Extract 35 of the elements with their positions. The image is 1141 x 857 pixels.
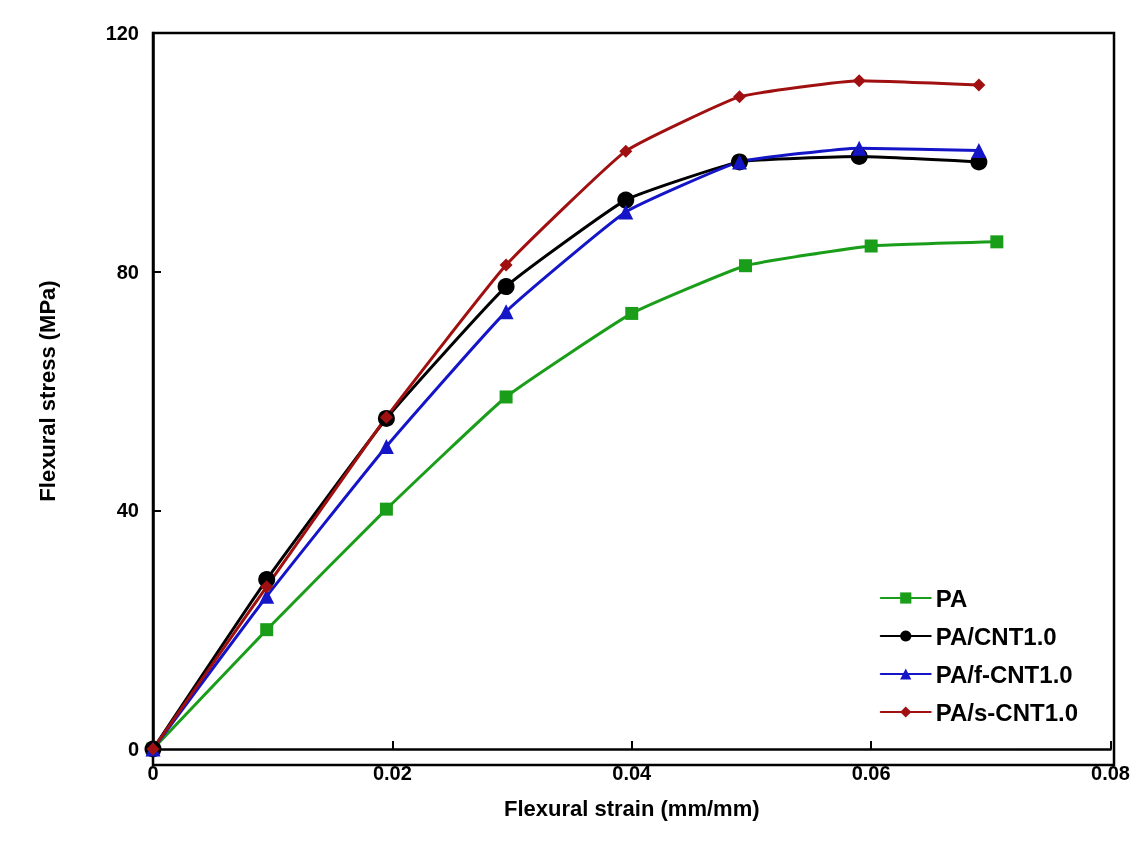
- x-tick-label: 0.08: [1091, 762, 1131, 784]
- point: [852, 74, 866, 88]
- point: [260, 623, 274, 637]
- y-tick-label: 120: [105, 22, 139, 44]
- y-tick-label: 80: [116, 260, 139, 283]
- point: [625, 306, 639, 320]
- y-tick-label: 0: [127, 738, 139, 760]
- point: [738, 259, 752, 273]
- legend-label: PA/CNT1.0: [935, 622, 1057, 650]
- point: [617, 191, 635, 209]
- point: [499, 390, 513, 404]
- point: [972, 78, 986, 92]
- point: [378, 438, 394, 454]
- point: [971, 143, 987, 159]
- point: [618, 204, 634, 220]
- x-axis-title: Flexural strain (mm/mm): [504, 795, 760, 821]
- x-tick-label: 0: [147, 762, 159, 784]
- point: [851, 140, 867, 156]
- legend-label: PA/s-CNT1.0: [935, 698, 1079, 726]
- y-tick-label: 40: [116, 499, 139, 522]
- y-axis-title: Flexural stress (MPa): [34, 280, 60, 502]
- point: [732, 90, 746, 104]
- point: [260, 580, 274, 594]
- legend-label: PA: [935, 584, 968, 612]
- x-tick-label: 0.06: [851, 762, 891, 784]
- point: [498, 304, 514, 320]
- x-tick-label: 0.02: [372, 762, 412, 784]
- x-tick-label: 0.04: [612, 762, 653, 784]
- point: [619, 144, 633, 158]
- point: [497, 278, 515, 296]
- point: [990, 235, 1004, 249]
- point: [379, 502, 393, 516]
- legend-label: PA/f-CNT1.0: [935, 660, 1073, 688]
- point: [864, 239, 878, 253]
- point: [499, 258, 513, 272]
